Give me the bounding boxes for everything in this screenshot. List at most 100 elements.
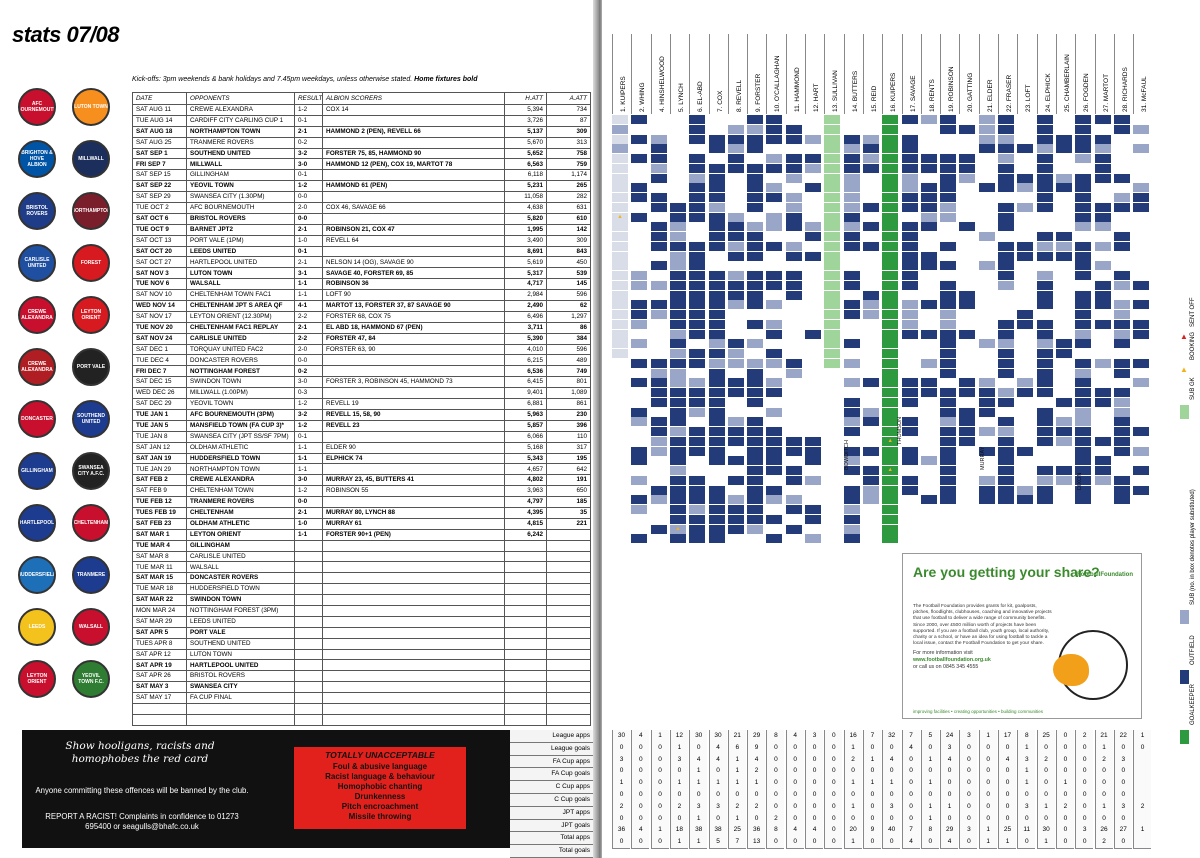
fixture-away-att: 396 xyxy=(546,419,591,432)
fixture-away-att: 650 xyxy=(546,485,591,498)
banned-notice: Anyone committing these offences will be… xyxy=(35,786,249,795)
appearance-cell xyxy=(689,261,706,271)
appearance-cell xyxy=(843,485,860,495)
club-logo: TRANMERE xyxy=(72,556,110,594)
player-header: 23. LOFT xyxy=(1017,34,1035,114)
appearance-cell xyxy=(978,446,995,456)
unacceptable-item: Racist language & behaviour xyxy=(325,772,435,781)
player-header: 18. RENTS xyxy=(920,34,939,114)
appearance-cell xyxy=(862,134,879,144)
fixture-scorers xyxy=(322,681,505,694)
fixture-opponent: OLDHAM ATHLETIC xyxy=(186,517,295,530)
fixture-row: SAT JAN 19 HUDDERSFIELD TOWN 1-1 ELPHICK 74… xyxy=(132,452,591,465)
fixture-row: SAT MAR 22 SWINDON TOWN xyxy=(132,594,591,606)
appearance-cell xyxy=(998,456,1014,466)
appearance-cell xyxy=(766,222,783,232)
appearance-cell xyxy=(843,212,860,222)
fixture-away-att: 861 xyxy=(546,398,591,410)
appearance-cell xyxy=(1094,222,1111,232)
appearance-cell xyxy=(1075,339,1092,349)
fixture-away-att: 145 xyxy=(546,278,591,291)
appearance-cell xyxy=(669,310,686,319)
fixture-date: SAT NOV 17 xyxy=(132,310,187,323)
appearance-cell xyxy=(901,388,918,397)
appearance-cell xyxy=(843,163,860,173)
appearance-cell xyxy=(1113,280,1130,290)
appearance-cell xyxy=(689,524,706,534)
appearance-cell xyxy=(747,466,764,475)
club-logo: HARTLEPOOL xyxy=(18,504,56,542)
appearance-cell xyxy=(727,349,744,358)
appearance-cell xyxy=(1094,466,1111,475)
appearance-cell xyxy=(882,368,899,378)
appearance-cell xyxy=(650,232,667,241)
report-racist-notice: REPORT A RACIST! Complaints in confidenc… xyxy=(45,812,239,831)
fixture-date: SAT FEB 2 xyxy=(132,474,187,487)
football-icon xyxy=(1058,630,1128,700)
player-header: 15. REID xyxy=(862,34,881,114)
appearance-cell xyxy=(612,271,628,280)
appearance-cell xyxy=(1036,290,1053,300)
appearance-cell xyxy=(998,271,1014,280)
fixture-row: TUE NOV 6 WALSALL 1-1 ROBINSON 36 4,717 145 xyxy=(132,278,591,291)
fixture-date: TUE MAR 18 xyxy=(132,583,187,596)
fixture-opponent: CARDIFF CITY CARLING CUP 1 xyxy=(186,114,295,127)
appearance-cell xyxy=(708,407,725,417)
appearance-cell xyxy=(940,475,957,485)
appearance-cell xyxy=(669,319,686,329)
fixture-away-att xyxy=(546,681,591,694)
appearance-cell xyxy=(862,466,879,475)
fixture-result: 3-2 xyxy=(294,408,323,421)
appearance-cell xyxy=(1075,154,1092,163)
appearance-cell xyxy=(747,144,764,154)
appearance-cell xyxy=(1094,212,1111,222)
appearance-cell xyxy=(650,280,667,290)
appearance-cell xyxy=(669,388,686,397)
appearance-cell xyxy=(998,202,1014,212)
fixture-scorers: FORSTER 63, 90 xyxy=(322,343,505,356)
appearance-cell xyxy=(650,154,667,163)
legend-swatch xyxy=(1180,670,1189,684)
appearance-cell xyxy=(785,241,802,251)
appearance-cell xyxy=(612,232,628,241)
appearance-cell xyxy=(940,173,957,183)
appearance-cell xyxy=(1075,466,1092,475)
fixture-date: SAT JAN 19 xyxy=(132,452,187,465)
fixture-date: SAT NOV 10 xyxy=(132,289,187,302)
appearance-cell xyxy=(1133,427,1150,436)
fixture-away-att: 317 xyxy=(546,441,591,454)
appearance-cell xyxy=(708,193,725,202)
fixture-away-att: 610 xyxy=(546,212,591,225)
fixture-result: 3-1 xyxy=(294,267,323,280)
appearance-cell xyxy=(920,495,937,505)
appearance-cell xyxy=(805,232,821,241)
fixture-date: MON MAR 24 xyxy=(132,604,187,617)
fixture-away-att: 801 xyxy=(546,376,591,389)
player-header: 24. ELPHICK xyxy=(1036,34,1055,114)
appearance-cell xyxy=(940,349,957,358)
fixture-date: SAT AUG 11 xyxy=(132,104,187,116)
fixture-result xyxy=(294,659,323,672)
appearance-cell xyxy=(1036,329,1053,339)
appearance-cell xyxy=(689,163,706,173)
appearance-cell xyxy=(978,378,995,388)
appearance-cell xyxy=(1055,397,1072,407)
appearance-cell xyxy=(920,212,937,222)
appearance-cell xyxy=(882,388,899,397)
fixture-home-att xyxy=(504,604,547,617)
fixture-home-att: 4,010 xyxy=(504,343,547,356)
appearance-cell xyxy=(1133,280,1150,290)
appearance-cell xyxy=(1017,446,1034,456)
fixture-opponent: CARLISLE UNITED xyxy=(186,550,295,563)
appearance-cell xyxy=(650,144,667,154)
fixture-date: WED DEC 26 xyxy=(132,387,187,400)
appearance-cell xyxy=(940,290,957,300)
fixture-row: SAT FEB 2 CREWE ALEXANDRA 3-0 MURRAY 23, 45… xyxy=(132,474,591,487)
appearance-cell xyxy=(708,222,725,232)
appearance-cell xyxy=(843,358,860,368)
appearance-cell xyxy=(689,251,706,261)
summary-label: JPT goals xyxy=(510,819,594,833)
appearance-cell xyxy=(998,183,1014,193)
appearance-cell xyxy=(727,271,744,280)
fixture-away-att xyxy=(546,692,591,704)
